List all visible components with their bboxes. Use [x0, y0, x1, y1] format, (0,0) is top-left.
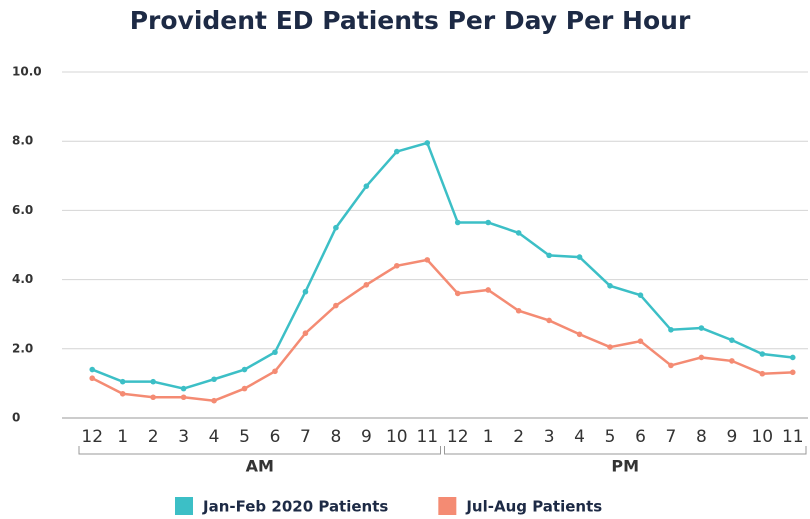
y-tick-label: 2.0 — [12, 341, 33, 355]
data-point — [302, 330, 309, 337]
data-point — [729, 358, 735, 364]
data-point — [607, 344, 613, 350]
data-point — [89, 366, 96, 373]
y-tick-label: 6.0 — [12, 203, 33, 217]
data-point — [180, 385, 187, 392]
data-point — [729, 337, 735, 343]
x-tick-label: 4 — [209, 427, 220, 447]
x-tick-label: 4 — [574, 427, 585, 447]
y-tick-label: 10.0 — [12, 65, 42, 79]
x-tick-label: 6 — [270, 427, 281, 447]
data-point — [241, 366, 248, 373]
data-point — [211, 397, 217, 404]
x-tick-label: 7 — [300, 427, 311, 447]
data-point — [698, 354, 705, 361]
legend-label: Jan-Feb 2020 Patients — [202, 498, 388, 516]
x-tick-label: 5 — [605, 427, 616, 447]
data-point — [759, 351, 766, 357]
data-point — [150, 378, 156, 385]
x-tick-label: 10 — [386, 427, 408, 447]
data-point — [454, 290, 461, 297]
data-point — [211, 376, 217, 383]
data-point — [576, 331, 583, 338]
data-point — [637, 292, 644, 298]
data-point — [515, 230, 522, 236]
data-point — [698, 325, 705, 331]
data-point — [668, 362, 674, 369]
x-tick-label: 8 — [696, 427, 707, 447]
data-point — [333, 302, 339, 309]
data-point — [272, 368, 278, 375]
data-point — [485, 287, 491, 293]
data-point — [363, 281, 370, 288]
chart-title: Provident ED Patients Per Day Per Hour — [130, 6, 691, 35]
data-point — [607, 283, 613, 289]
data-point — [546, 317, 552, 324]
series-line — [91, 141, 793, 390]
x-tick-label: 3 — [544, 427, 555, 447]
data-point — [180, 394, 187, 401]
x-tick-label: 2 — [513, 427, 524, 447]
data-point — [789, 354, 796, 361]
legend-swatch — [438, 497, 457, 515]
x-tick-label: 6 — [635, 427, 646, 447]
data-point — [394, 262, 400, 269]
y-tick-label: 0 — [12, 411, 20, 425]
data-point — [89, 375, 96, 382]
data-point — [424, 257, 431, 263]
data-point — [759, 370, 766, 377]
x-tick-label: 1 — [483, 427, 494, 447]
data-point — [119, 390, 126, 397]
data-point — [515, 307, 522, 314]
x-tick-label: 10 — [751, 427, 773, 447]
data-point — [333, 224, 339, 231]
group-bracket — [444, 446, 807, 455]
x-tick-label: 12 — [447, 427, 469, 447]
group-label: PM — [611, 457, 639, 476]
x-tick-label: 7 — [666, 427, 677, 447]
x-tick-label: 12 — [81, 427, 103, 447]
y-tick-label: 4.0 — [12, 272, 33, 286]
data-point — [576, 254, 583, 260]
data-point — [637, 338, 644, 344]
group-bracket — [78, 446, 441, 455]
x-tick-label: 11 — [782, 427, 804, 447]
data-point — [668, 326, 674, 333]
y-tick-label: 8.0 — [12, 134, 33, 148]
x-tick-label: 1 — [117, 427, 128, 447]
data-point — [789, 369, 796, 376]
data-point — [302, 288, 309, 295]
x-tick-label: 9 — [361, 427, 372, 447]
data-point — [363, 183, 370, 189]
data-point — [424, 140, 431, 146]
x-tick-label: 8 — [330, 427, 341, 447]
data-point — [394, 148, 400, 155]
legend-label: Jul-Aug Patients — [465, 498, 602, 516]
data-point — [150, 394, 156, 401]
data-point — [485, 219, 491, 226]
data-point — [272, 349, 278, 356]
group-label: AM — [246, 457, 274, 476]
x-tick-label: 11 — [416, 427, 438, 447]
series-line — [91, 258, 793, 402]
data-point — [454, 219, 461, 226]
x-tick-label: 9 — [726, 427, 737, 447]
data-point — [241, 385, 248, 392]
x-tick-label: 5 — [239, 427, 250, 447]
x-tick-label: 3 — [178, 427, 189, 447]
data-point — [546, 252, 552, 259]
data-point — [119, 378, 126, 385]
legend-swatch — [175, 497, 193, 515]
x-tick-label: 2 — [148, 427, 159, 447]
